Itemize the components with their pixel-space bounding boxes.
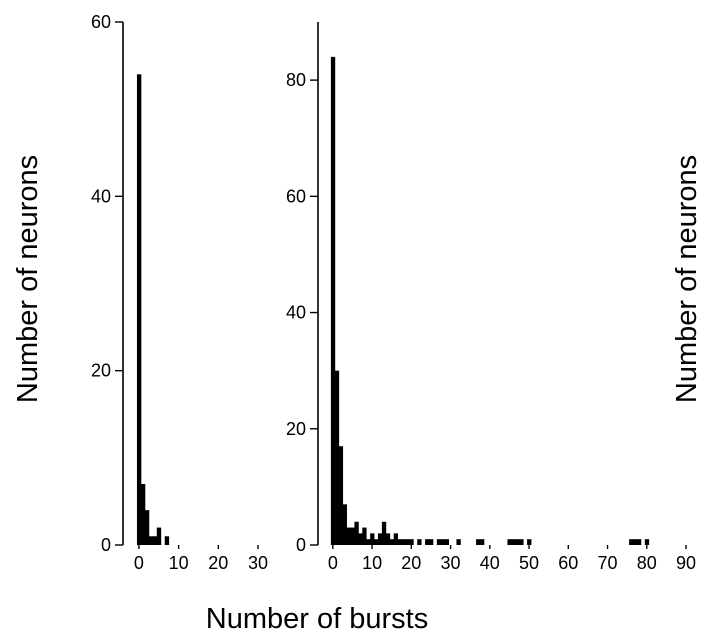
right-histogram-bar	[636, 539, 642, 545]
left-histogram-bar	[164, 536, 170, 545]
right-x-tick-label: 80	[637, 553, 657, 573]
right-y-tick-label: 40	[286, 303, 306, 323]
right-histogram-bar	[358, 533, 363, 545]
right-x-tick-label: 40	[480, 553, 500, 573]
right-histogram-bar	[479, 539, 485, 545]
right-x-tick-label: 90	[676, 553, 696, 573]
left-histogram-bar	[144, 510, 150, 545]
right-histogram-bar	[366, 539, 371, 545]
left-x-tick-label: 0	[134, 553, 144, 573]
right-histogram-bar	[346, 527, 351, 545]
x-axis-title: Number of bursts	[206, 603, 428, 634]
left-x-tick-label: 10	[169, 553, 189, 573]
right-histogram-bar	[354, 521, 359, 545]
left-histogram-bar	[136, 74, 142, 546]
right-histogram-bar	[515, 539, 520, 545]
right-histogram-bar	[425, 539, 430, 545]
right-histogram-bar	[633, 539, 638, 545]
left-histogram-bar	[148, 536, 154, 545]
left-y-tick-label: 60	[91, 12, 111, 32]
right-x-tick-label: 30	[441, 553, 461, 573]
right-x-tick-label: 70	[598, 553, 618, 573]
right-histogram-bar	[370, 533, 375, 545]
right-histogram-bar	[456, 539, 461, 545]
right-histogram-bar	[389, 539, 395, 545]
left-histogram-panel: 0 20 40 60 0 10 20 30	[91, 12, 268, 573]
right-histogram-bar	[385, 533, 391, 545]
left-x-tick-label: 20	[208, 553, 228, 573]
right-histogram-bar	[417, 539, 422, 545]
right-histogram-bar	[519, 539, 524, 545]
right-histogram-bar	[338, 446, 344, 545]
right-histogram-bar	[511, 539, 516, 545]
right-histogram-bar	[476, 539, 481, 545]
left-y-tick-label: 20	[91, 361, 111, 381]
right-histogram-bar	[409, 539, 414, 545]
left-histogram-bar	[156, 527, 162, 545]
y-axis-title-left: Number of neurons	[12, 155, 44, 403]
right-histogram-panel: 0 20 40 60 80 0 10 20 30 40 50 60 70 80 90	[286, 22, 696, 573]
right-histogram-bar	[629, 539, 634, 545]
left-histogram-bar	[152, 536, 158, 545]
left-x-tick-label: 30	[248, 553, 268, 573]
right-x-tick-label: 20	[401, 553, 421, 573]
right-x-tick-label: 0	[328, 553, 338, 573]
right-histogram-bar	[342, 504, 347, 545]
y-axis-title-right: Number of neurons	[671, 155, 703, 403]
right-x-tick-label: 60	[558, 553, 578, 573]
right-histogram-bar	[377, 533, 383, 545]
right-histogram-bar	[393, 533, 398, 545]
right-histogram-bar	[334, 370, 340, 545]
right-histogram-bar	[436, 539, 442, 545]
right-y-tick-label: 0	[296, 535, 306, 555]
right-histogram-bar	[507, 539, 512, 545]
right-histogram-bar	[444, 539, 450, 545]
right-y-tick-label: 60	[286, 186, 306, 206]
right-histogram-bar	[397, 539, 402, 545]
right-y-tick-label: 80	[286, 70, 306, 90]
right-histogram-bar	[440, 539, 446, 545]
right-histogram-bar	[350, 527, 355, 545]
left-y-tick-label: 0	[101, 535, 111, 555]
left-histogram-bar	[140, 483, 146, 545]
right-histogram-bar	[428, 539, 434, 545]
right-histogram-bar	[374, 539, 379, 545]
right-histogram-bar	[362, 527, 367, 545]
left-y-tick-label: 40	[91, 186, 111, 206]
right-histogram-bar	[527, 539, 532, 545]
right-y-tick-label: 20	[286, 419, 306, 439]
right-histogram-bar	[644, 539, 650, 545]
right-x-tick-label: 10	[362, 553, 382, 573]
right-x-tick-label: 50	[519, 553, 539, 573]
right-histogram-bar	[401, 539, 406, 545]
right-histogram-bar	[330, 56, 336, 545]
right-histogram-bar	[405, 539, 410, 545]
right-histogram-bar	[381, 521, 387, 545]
